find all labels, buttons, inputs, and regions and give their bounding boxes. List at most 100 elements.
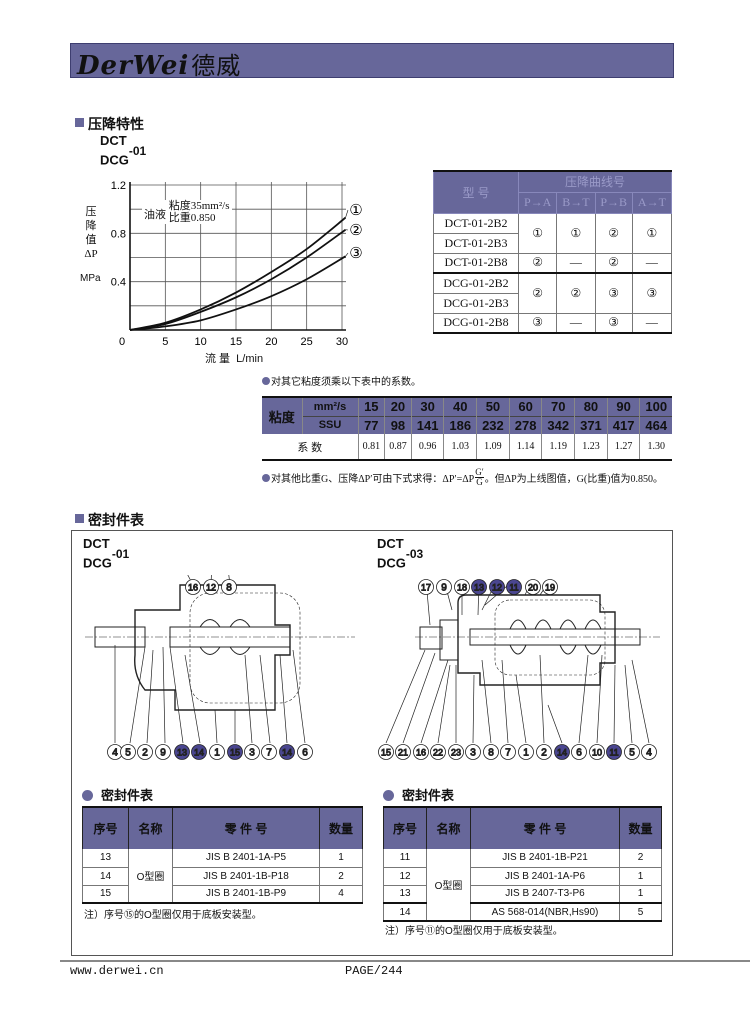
callout-number: 5 (629, 748, 635, 759)
curve-cell: ② (517, 252, 558, 274)
callout-number: 21 (398, 748, 408, 758)
callout-number: 7 (505, 748, 511, 759)
model-cell: DCG-01-2B8 (433, 312, 519, 334)
curve-cell: ③ (594, 272, 633, 314)
footer-divider (60, 960, 750, 962)
no-cell: 13 (383, 885, 427, 904)
model-label: DCT DCG-01 (100, 134, 146, 167)
formula-numerator: G′ (475, 467, 484, 478)
y-tick-label: 0.8 (111, 228, 126, 240)
coef-value: 1.27 (606, 434, 640, 460)
ssu-value: 141 (410, 415, 444, 434)
curve-cell: — (556, 312, 596, 334)
coef-value: 1.14 (508, 434, 542, 460)
table-row: 11 O型圈 JIS B 2401-1B-P21 2 (383, 849, 662, 922)
callout-circle (261, 744, 277, 760)
mm2s-value: 20 (384, 397, 412, 416)
callout-number: 12 (492, 583, 502, 593)
coef-value: 1.23 (574, 434, 608, 460)
x-tick-label: 10 (195, 336, 207, 348)
bullet-icon (82, 790, 93, 801)
callout-number: 20 (528, 583, 538, 593)
part-cell: JIS B 2401-1B-P21 (470, 849, 620, 868)
curve-cell: ③ (594, 312, 633, 334)
callout-number: 13 (177, 748, 187, 758)
no-cell: 12 (383, 867, 427, 886)
callout-number: 6 (302, 748, 308, 759)
seal-panel (71, 530, 673, 956)
col-name: 名称 (128, 807, 173, 849)
model-suffix: -01 (128, 144, 147, 158)
header-bar: DerWei德威 (70, 43, 674, 81)
mm2s-value: 100 (639, 397, 672, 416)
callout-circle (536, 744, 552, 760)
logo-latin: DerWei (77, 51, 190, 81)
table-row: 14 AS 568-014(NBR,Hs90) 5 (383, 903, 662, 922)
coef-label: 系 数 (297, 441, 323, 454)
callout-number: 12 (206, 583, 216, 593)
callout-number: 4 (646, 748, 652, 759)
x-tick-label: 5 (162, 336, 168, 348)
callout-number: 15 (381, 748, 391, 758)
callout-circle (525, 579, 541, 595)
model-cell: DCT-01-2B8 (433, 252, 519, 274)
ssu-value: 232 (476, 415, 510, 434)
table-row: DCG-01-2B8 ③ — ③ — (433, 312, 673, 334)
section-marker-icon (75, 514, 84, 523)
unit-ssu: SSU (301, 415, 358, 434)
qty-cell: 1 (319, 849, 363, 868)
y-tick-label: 0.4 (111, 277, 126, 289)
footer-website[interactable]: www.derwei.cn (70, 964, 164, 978)
table-row: DCT-01-2B2 ① ① ② ① (433, 212, 673, 254)
coef-value: 1.30 (639, 434, 672, 460)
callout-number: 1 (523, 748, 529, 759)
no-cell: 14 (82, 867, 129, 886)
table-row: DCG-01-2B2 ② ② ③ ③ (433, 272, 673, 314)
model-bottom: DCG (100, 152, 129, 168)
callout-number: 9 (160, 748, 166, 759)
gravity-label: 比重0.850 (168, 212, 216, 224)
callout-circle (209, 744, 225, 760)
callout-circle (624, 744, 640, 760)
curve-cell: — (631, 312, 673, 334)
callout-number: 13 (474, 583, 484, 593)
ylabel-4: ΔP (84, 248, 98, 260)
col-group: 压降曲线号 (518, 170, 672, 193)
callout-number: 16 (416, 748, 426, 758)
coef-value: 1.19 (541, 434, 575, 460)
coef-value: 0.81 (357, 434, 385, 460)
lever-handle (419, 626, 443, 650)
callout-circle (395, 744, 411, 760)
title-text: 密封件表 (101, 788, 154, 803)
ssu-value: 464 (639, 415, 672, 434)
note-post: 的O型圈仅用于底板安装型。 (435, 926, 563, 937)
coef-value: 0.96 (410, 434, 444, 460)
callout-number: 16 (188, 583, 198, 593)
series-line-2 (129, 228, 347, 331)
table-row: 13 JIS B 2407-T3-P6 1 (383, 885, 662, 904)
callout-circle (185, 579, 201, 595)
table-row: 13 O型圈 JIS B 2401-1A-P5 1 (82, 849, 363, 904)
callout-circle (191, 744, 207, 760)
callout-circle (174, 744, 190, 760)
callout-circle (554, 744, 570, 760)
callout-number: 7 (266, 748, 272, 759)
callout-circle (279, 744, 295, 760)
x-axis-label: 流 量 L/min (205, 353, 264, 365)
table-row: DCG-01-2B3 (433, 292, 672, 314)
col-model: 型 号 (433, 170, 519, 214)
qty-cell: 1 (619, 885, 662, 904)
curve-cell: ② (556, 272, 596, 314)
col-part: 零 件 号 (470, 807, 620, 849)
series-label-1: ① (349, 201, 362, 219)
curve-cell: ② (594, 252, 633, 274)
formula-denominator: G (476, 477, 483, 487)
curve-cell: ② (594, 212, 633, 254)
curve-cell: ① (631, 212, 673, 254)
y-axis-label: 压 降 值 ΔP (84, 205, 98, 261)
mm2s-value: 15 (357, 397, 385, 416)
part-cell: JIS B 2407-T3-P6 (470, 885, 620, 904)
callout-circle (378, 744, 394, 760)
callout-number: 15 (230, 748, 240, 758)
